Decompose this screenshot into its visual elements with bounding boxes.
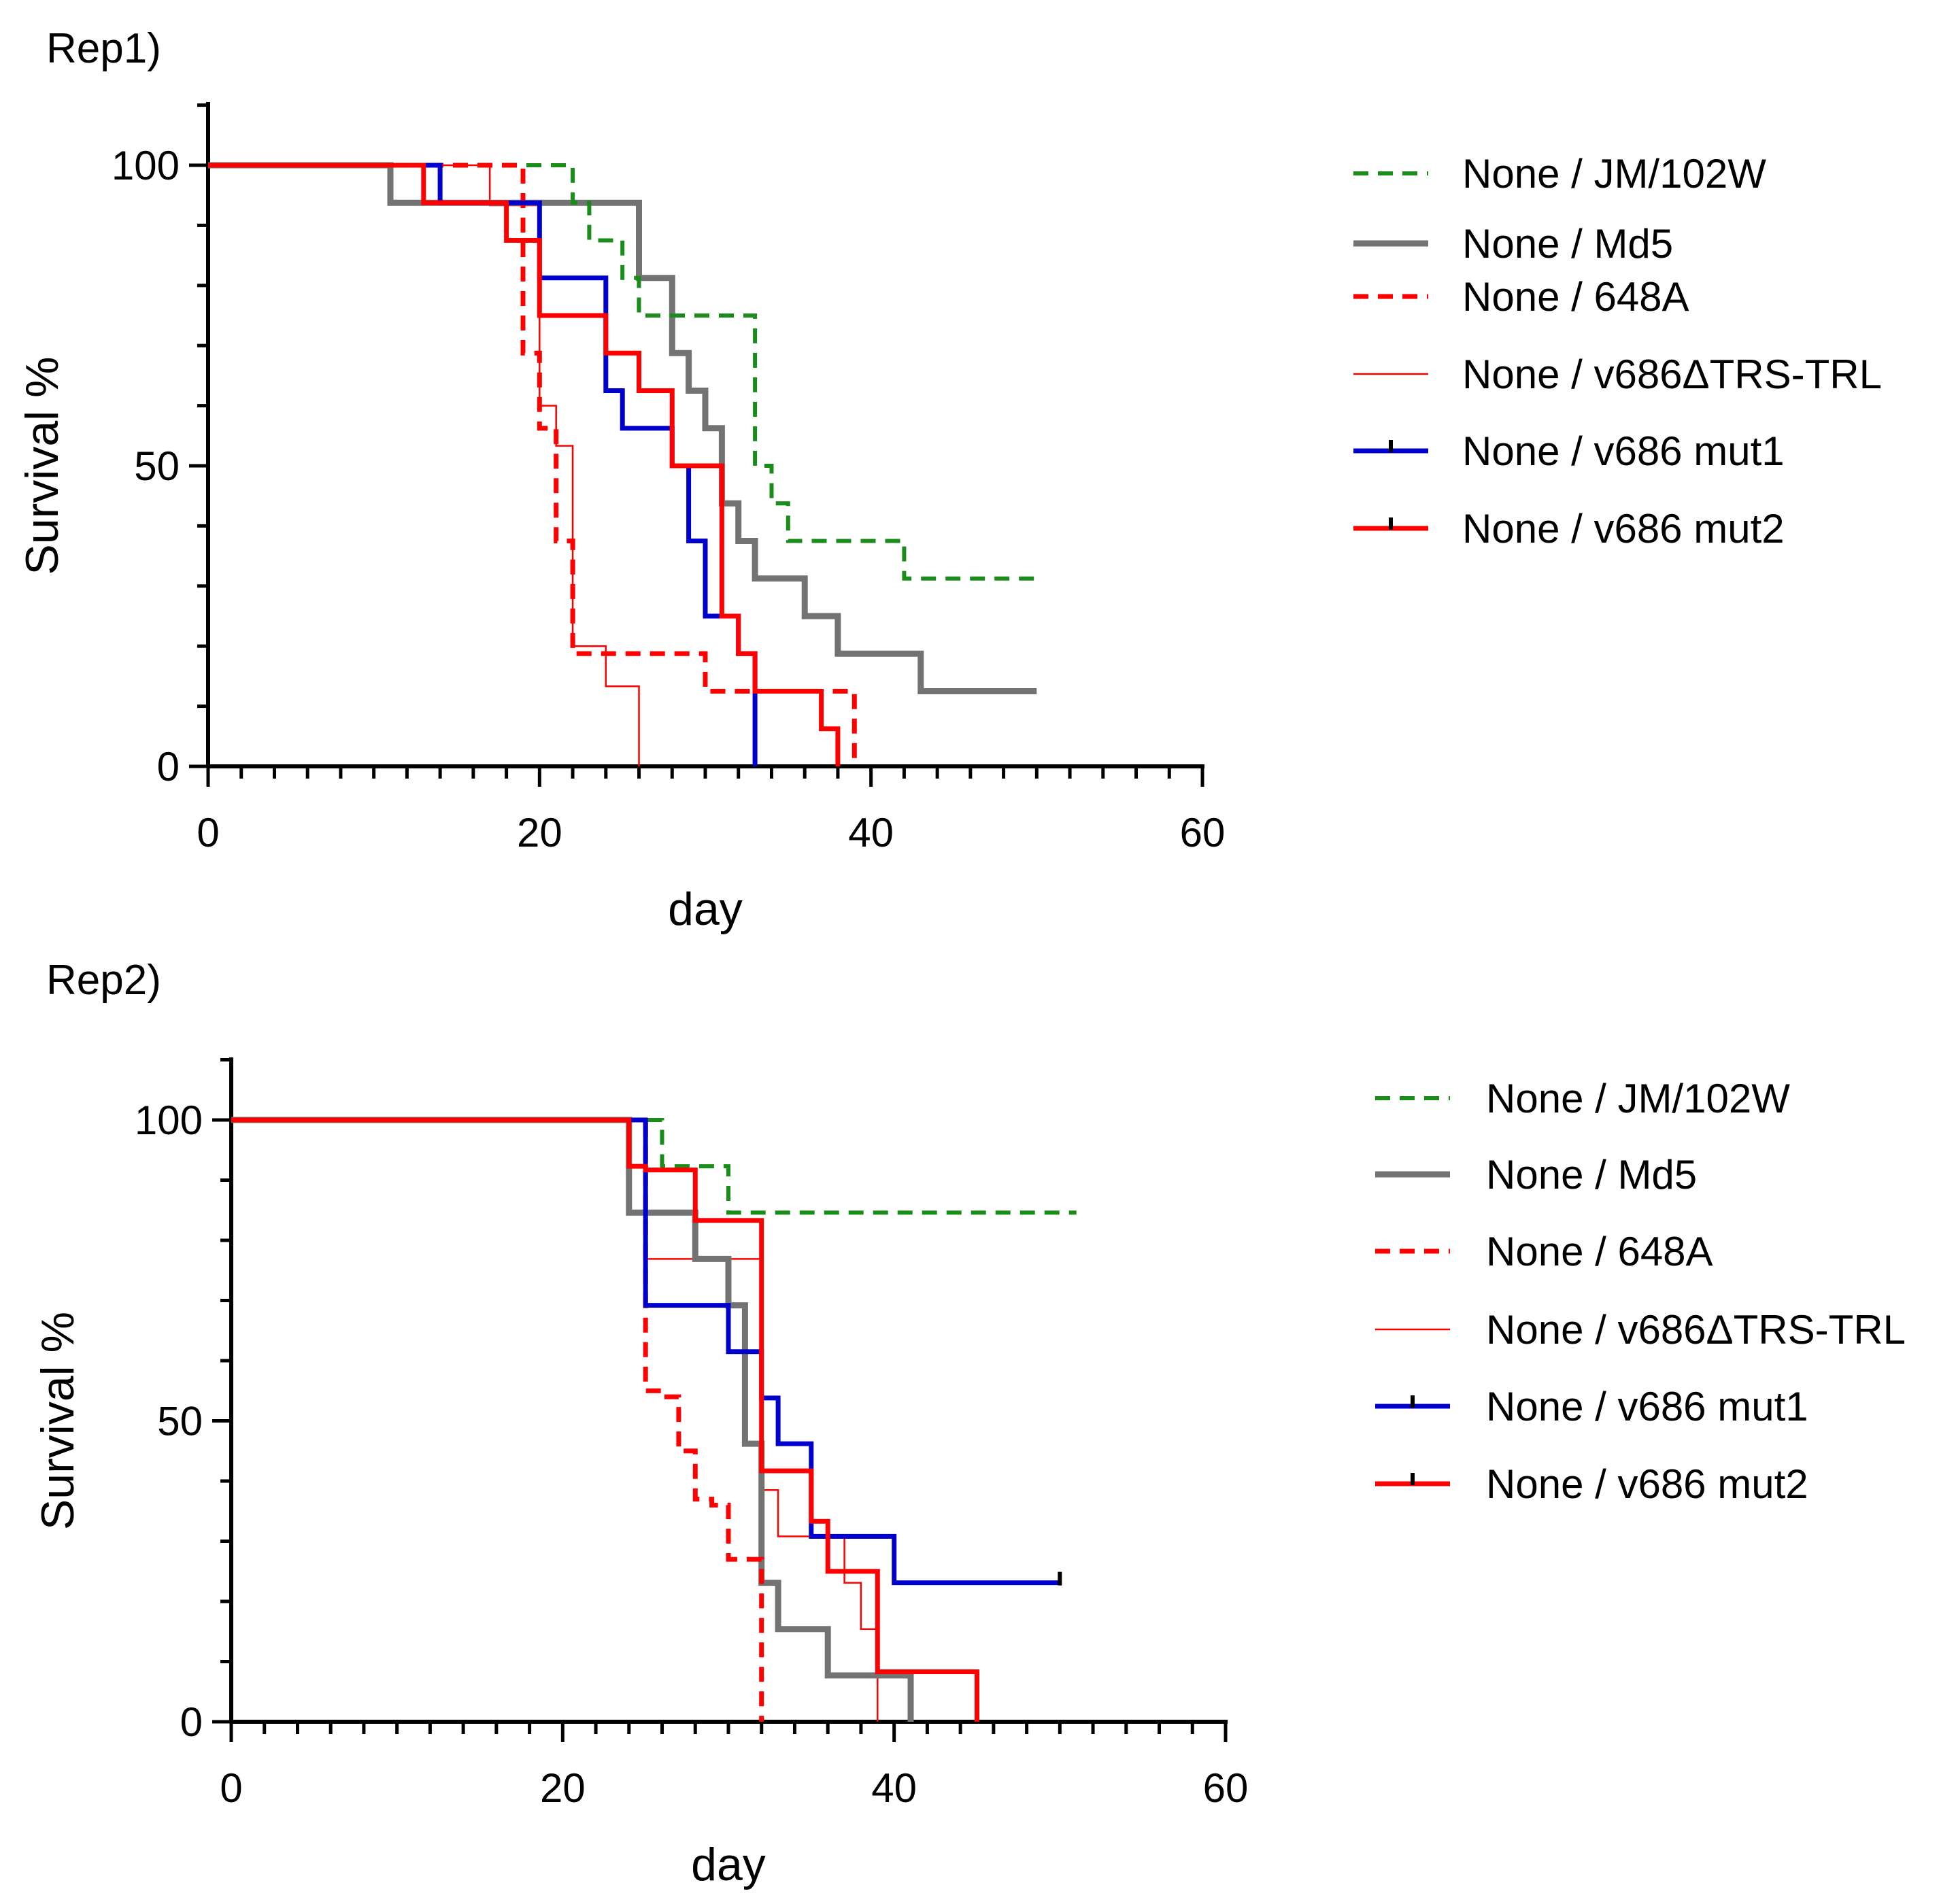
legend-item: None / Md5: [1375, 1152, 1697, 1197]
legend-label: None / v686 mut2: [1462, 506, 1785, 551]
y-axis-title: Survival %: [16, 356, 68, 575]
series-line-none-v686-mut2: [231, 1117, 979, 1722]
legend-label: None / v686ΔTRS-TRL: [1462, 352, 1882, 397]
panel-title: Rep1): [46, 25, 161, 72]
legend-label: None / Md5: [1462, 221, 1673, 267]
legend-item: None / Md5: [1353, 221, 1673, 267]
x-tick-label: 20: [517, 810, 562, 855]
series-line-none-648a: [231, 1117, 764, 1722]
y-axis: 0 50 100: [112, 102, 210, 789]
series-line-none-md5: [231, 1117, 914, 1722]
x-tick-label: 0: [220, 1765, 242, 1811]
survival-panel-rep2: Rep2) 0 50 100 0 20 40 60 Survival % day None…: [32, 957, 1906, 1890]
x-axis: 0 20 40 60: [197, 764, 1226, 855]
y-tick-label: 100: [135, 1098, 203, 1143]
legend-item: None / v686ΔTRS-TRL: [1353, 352, 1882, 397]
series-line-none-jm-102w: [208, 163, 1037, 581]
series-layer: [231, 1117, 1077, 1722]
legend-item: None / JM/102W: [1375, 1076, 1790, 1121]
panel-title: Rep2): [46, 957, 161, 1004]
y-tick-label: 0: [180, 1699, 203, 1745]
y-axis-title: Survival %: [32, 1312, 84, 1530]
legend-label: None / JM/102W: [1462, 151, 1766, 197]
legend-label: None / 648A: [1462, 274, 1689, 320]
x-tick-label: 40: [848, 810, 894, 855]
legend-label: None / v686 mut1: [1462, 428, 1785, 474]
legend-label: None / v686 mut1: [1486, 1384, 1808, 1429]
x-tick-label: 0: [197, 810, 219, 855]
y-tick-label: 0: [157, 744, 180, 789]
y-axis: 0 50 100: [135, 1057, 233, 1745]
series-layer: [208, 162, 1037, 766]
x-tick-label: 40: [871, 1765, 917, 1811]
x-axis-title: day: [691, 1839, 766, 1890]
survival-panel-rep1: Rep1) 0 50 100 0 20 40 60 Survival % day None…: [16, 25, 1882, 935]
series-line-none-v686-mut2: [208, 163, 841, 766]
legend-item: None / v686 mut1: [1375, 1384, 1808, 1429]
legend: None / JM/102W None / Md5 None / 648A None …: [1353, 151, 1882, 551]
x-axis: 0 20 40 60: [220, 1720, 1249, 1811]
series-line-none-648a: [208, 163, 857, 766]
legend-item: None / v686ΔTRS-TRL: [1375, 1307, 1906, 1353]
x-tick-label: 20: [540, 1765, 586, 1811]
legend-label: None / v686 mut2: [1486, 1461, 1808, 1507]
y-tick-label: 50: [157, 1399, 203, 1444]
legend-item: None / 648A: [1375, 1229, 1713, 1274]
y-tick-label: 50: [134, 443, 180, 489]
legend-label: None / 648A: [1486, 1229, 1713, 1274]
series-line-none-v686-mut1: [231, 1117, 1060, 1586]
legend-item: None / v686 mut2: [1353, 506, 1785, 551]
legend-item: None / v686 mut1: [1353, 428, 1785, 474]
series-line-none-jm-102w: [231, 1118, 1077, 1215]
legend-item: None / JM/102W: [1353, 151, 1766, 197]
legend-item: None / v686 mut2: [1375, 1461, 1808, 1507]
x-axis-title: day: [668, 883, 743, 935]
x-tick-label: 60: [1180, 810, 1226, 855]
y-tick-label: 100: [112, 143, 180, 188]
legend-label: None / JM/102W: [1486, 1076, 1790, 1121]
series-line-none-v686-trs-trl: [208, 164, 640, 766]
legend: None / JM/102W None / Md5 None / 648A None …: [1375, 1076, 1906, 1507]
legend-label: None / v686ΔTRS-TRL: [1486, 1307, 1906, 1353]
legend-item: None / 648A: [1353, 274, 1689, 320]
x-tick-label: 60: [1203, 1765, 1249, 1811]
legend-label: None / Md5: [1486, 1152, 1697, 1197]
